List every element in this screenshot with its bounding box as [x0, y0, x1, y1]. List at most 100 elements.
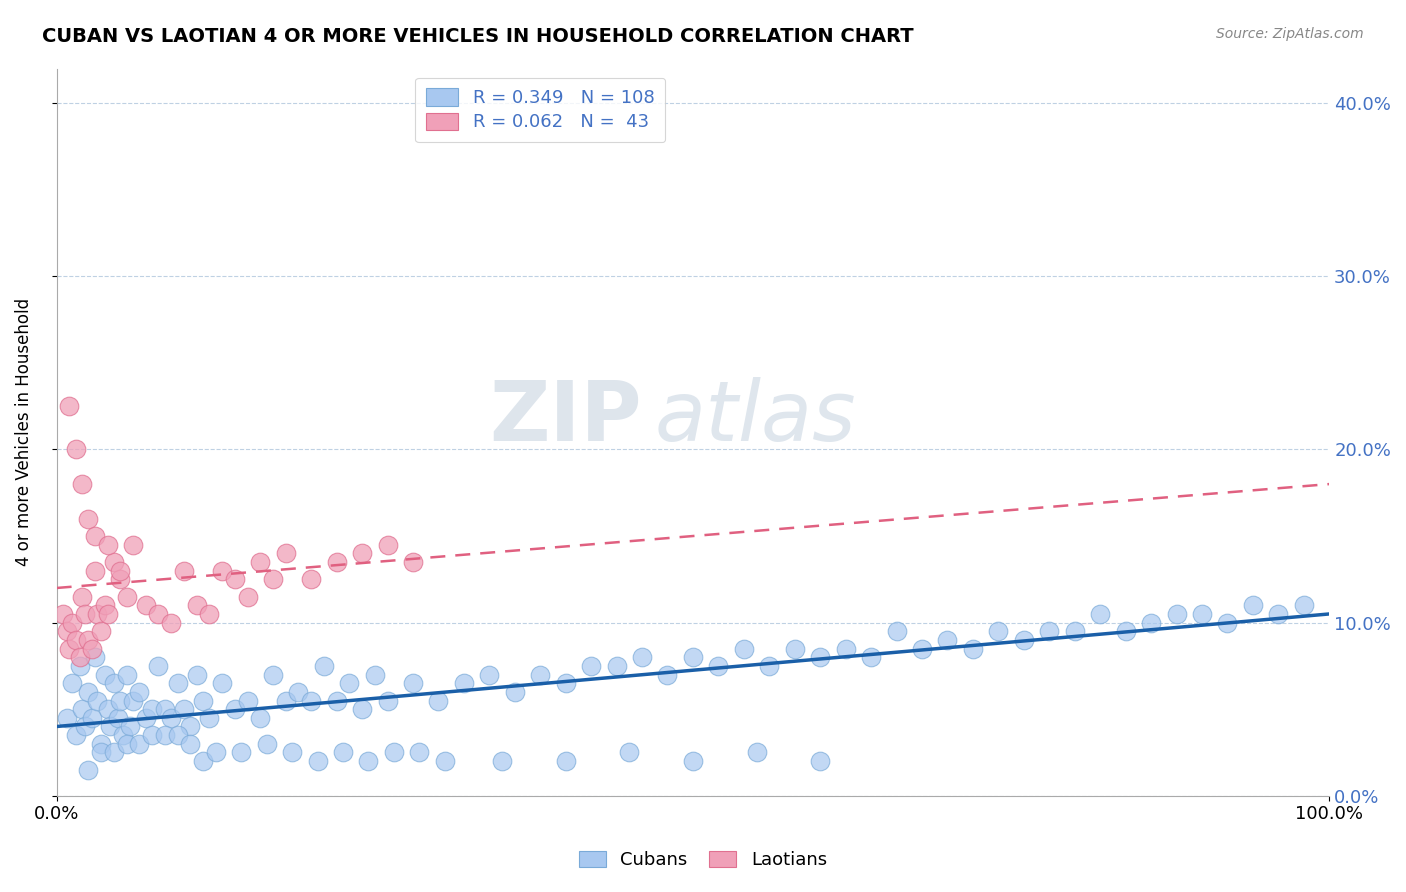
Point — [886, 624, 908, 639]
Point — [433, 754, 456, 768]
Point — [758, 659, 780, 673]
Point — [166, 728, 188, 742]
Point — [325, 693, 347, 707]
Point — [357, 754, 380, 768]
Point — [631, 650, 654, 665]
Point — [83, 564, 105, 578]
Point — [83, 529, 105, 543]
Point — [65, 442, 87, 457]
Point — [173, 702, 195, 716]
Point — [281, 746, 304, 760]
Point — [733, 641, 755, 656]
Point — [408, 746, 430, 760]
Point — [60, 676, 83, 690]
Point — [94, 599, 117, 613]
Point — [657, 667, 679, 681]
Point — [73, 607, 96, 621]
Point — [307, 754, 329, 768]
Point — [86, 693, 108, 707]
Text: ZIP: ZIP — [489, 377, 643, 458]
Point — [287, 685, 309, 699]
Point — [377, 538, 399, 552]
Point — [936, 632, 959, 647]
Point — [262, 667, 284, 681]
Point — [427, 693, 450, 707]
Point — [110, 572, 132, 586]
Point — [224, 572, 246, 586]
Point — [299, 693, 322, 707]
Point — [274, 546, 297, 560]
Point — [115, 667, 138, 681]
Point — [58, 641, 80, 656]
Point — [179, 737, 201, 751]
Point — [1292, 599, 1315, 613]
Point — [382, 746, 405, 760]
Text: atlas: atlas — [655, 377, 856, 458]
Point — [783, 641, 806, 656]
Point — [377, 693, 399, 707]
Point — [128, 685, 150, 699]
Point — [1241, 599, 1264, 613]
Point — [77, 632, 100, 647]
Point — [96, 702, 118, 716]
Point — [141, 702, 163, 716]
Point — [111, 728, 134, 742]
Point — [352, 702, 374, 716]
Point — [1115, 624, 1137, 639]
Point — [834, 641, 856, 656]
Point — [191, 754, 214, 768]
Point — [682, 754, 704, 768]
Point — [236, 693, 259, 707]
Point — [554, 676, 576, 690]
Point — [745, 746, 768, 760]
Point — [86, 607, 108, 621]
Point — [1088, 607, 1111, 621]
Point — [120, 719, 142, 733]
Point — [90, 624, 112, 639]
Point — [52, 607, 75, 621]
Point — [98, 719, 121, 733]
Point — [148, 607, 170, 621]
Point — [115, 737, 138, 751]
Point — [1063, 624, 1085, 639]
Point — [211, 564, 233, 578]
Point — [337, 676, 360, 690]
Point — [69, 659, 91, 673]
Point — [107, 711, 129, 725]
Point — [529, 667, 551, 681]
Point — [77, 512, 100, 526]
Point — [808, 650, 831, 665]
Point — [122, 538, 145, 552]
Point — [211, 676, 233, 690]
Point — [707, 659, 730, 673]
Point — [1012, 632, 1035, 647]
Point — [135, 599, 157, 613]
Point — [198, 711, 221, 725]
Point — [96, 607, 118, 621]
Point — [94, 667, 117, 681]
Point — [65, 728, 87, 742]
Point — [1216, 615, 1239, 630]
Legend: Cubans, Laotians: Cubans, Laotians — [569, 842, 837, 879]
Text: Source: ZipAtlas.com: Source: ZipAtlas.com — [1216, 27, 1364, 41]
Point — [60, 615, 83, 630]
Point — [262, 572, 284, 586]
Point — [82, 711, 104, 725]
Point — [160, 615, 183, 630]
Point — [619, 746, 641, 760]
Point — [110, 564, 132, 578]
Point — [135, 711, 157, 725]
Point — [70, 590, 93, 604]
Point — [58, 399, 80, 413]
Point — [160, 711, 183, 725]
Point — [1267, 607, 1289, 621]
Point — [249, 711, 271, 725]
Point — [352, 546, 374, 560]
Point — [491, 754, 513, 768]
Point — [198, 607, 221, 621]
Point — [103, 746, 125, 760]
Y-axis label: 4 or more Vehicles in Household: 4 or more Vehicles in Household — [15, 298, 32, 566]
Point — [579, 659, 602, 673]
Point — [402, 555, 425, 569]
Point — [103, 555, 125, 569]
